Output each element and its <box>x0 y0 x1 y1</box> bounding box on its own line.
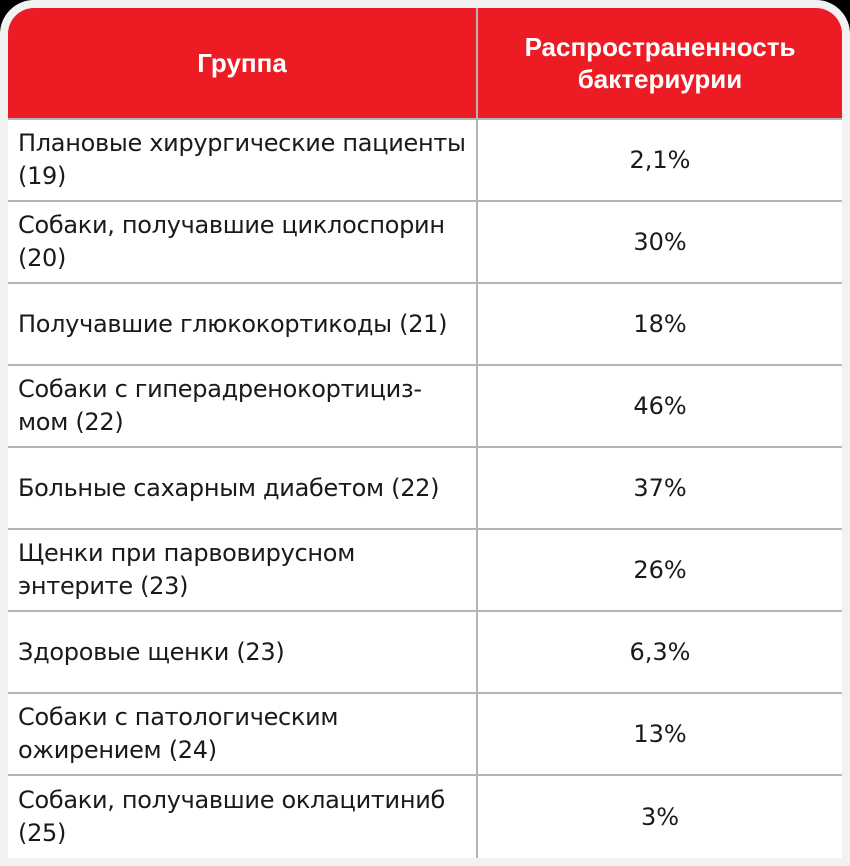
table-row: Больные сахарным диабетом (22) 37% <box>8 448 842 530</box>
cell-group: Здоровые щенки (23) <box>8 612 478 692</box>
table-row: Здоровые щенки (23) 6,3% <box>8 612 842 694</box>
cell-group: Собаки, получавшие оклацитиниб (25) <box>8 776 478 858</box>
table-header: Группа Распространенность бактериурии <box>8 8 842 120</box>
table-row: Плановые хирургические пациенты (19) 2,1… <box>8 120 842 202</box>
header-group: Группа <box>8 8 478 118</box>
cell-prevalence: 13% <box>633 720 687 748</box>
cell-group: Больные сахарным диабетом (22) <box>8 448 478 528</box>
cell-prevalence: 18% <box>633 310 687 338</box>
cell-prevalence: 46% <box>633 392 687 420</box>
cell-prevalence: 30% <box>633 228 687 256</box>
table-row: Собаки, получавшие циклоспорин (20) 30% <box>8 202 842 284</box>
cell-group: Собаки, получавшие циклоспорин (20) <box>8 202 478 282</box>
cell-group: Собаки с гиперадренокортициз-мом (22) <box>8 366 478 446</box>
table-row: Щенки при парвовирусном энтерите (23) 26… <box>8 530 842 612</box>
bacteriuria-prevalence-table: Группа Распространенность бактериурии Пл… <box>8 8 842 858</box>
cell-group: Щенки при парвовирусном энтерите (23) <box>8 530 478 610</box>
cell-prevalence: 2,1% <box>629 146 691 174</box>
cell-group: Плановые хирургические пациенты (19) <box>8 120 478 200</box>
cell-group: Получавшие глюкокортикоды (21) <box>8 284 478 364</box>
header-prevalence: Распространенность бактериурии <box>524 32 796 94</box>
cell-prevalence: 37% <box>633 474 687 502</box>
cell-prevalence: 6,3% <box>629 638 691 666</box>
cell-prevalence: 26% <box>633 556 687 584</box>
table-row: Получавшие глюкокортикоды (21) 18% <box>8 284 842 366</box>
table-row: Собаки, получавшие оклацитиниб (25) 3% <box>8 776 842 858</box>
cell-prevalence: 3% <box>640 803 680 831</box>
table-row: Собаки с гиперадренокортициз-мом (22) 46… <box>8 366 842 448</box>
cell-group: Собаки с патологическим ожирением (24) <box>8 694 478 774</box>
table-row: Собаки с патологическим ожирением (24) 1… <box>8 694 842 776</box>
